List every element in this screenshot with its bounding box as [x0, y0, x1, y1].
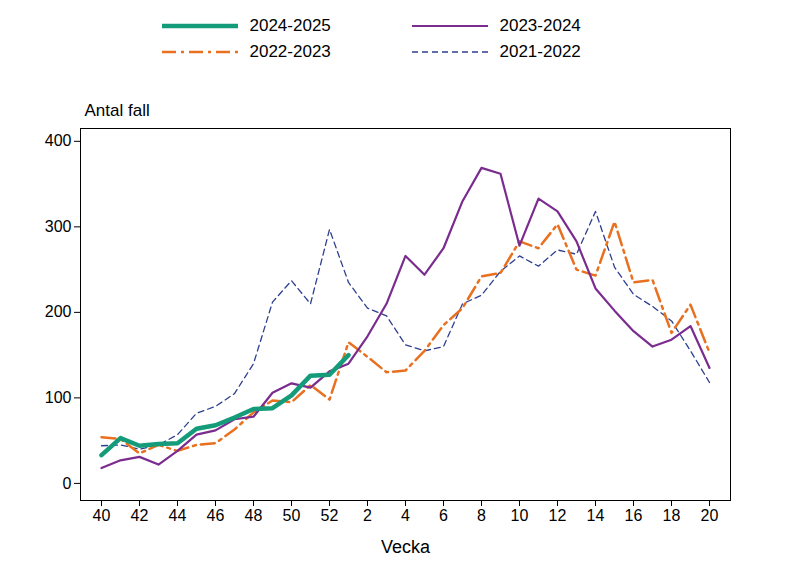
- svg-text:4: 4: [401, 507, 410, 524]
- svg-text:100: 100: [45, 389, 72, 406]
- html-text:2022-2023: 2022-2023: [249, 42, 331, 61]
- svg-text:44: 44: [169, 507, 187, 524]
- svg-text:50: 50: [283, 507, 301, 524]
- svg-text:16: 16: [625, 507, 643, 524]
- svg-text:18: 18: [663, 507, 681, 524]
- svg-text:300: 300: [45, 218, 72, 235]
- svg-text:20: 20: [701, 507, 719, 524]
- html-text:2023-2024: 2023-2024: [499, 16, 581, 35]
- svg-text:6: 6: [439, 507, 448, 524]
- svg-text:2: 2: [363, 507, 372, 524]
- svg-text:12: 12: [549, 507, 567, 524]
- html-text:2024-2025: 2024-2025: [249, 16, 331, 35]
- svg-text:52: 52: [321, 507, 339, 524]
- svg-text:Antal fall: Antal fall: [85, 101, 150, 120]
- svg-text:8: 8: [477, 507, 486, 524]
- html-text:2021-2022: 2021-2022: [499, 42, 581, 61]
- svg-text:14: 14: [587, 507, 605, 524]
- svg-text:200: 200: [45, 303, 72, 320]
- svg-text:46: 46: [207, 507, 225, 524]
- svg-text:42: 42: [131, 507, 149, 524]
- svg-text:0: 0: [63, 475, 72, 492]
- svg-text:400: 400: [45, 132, 72, 149]
- svg-text:40: 40: [93, 507, 111, 524]
- svg-text:Vecka: Vecka: [381, 537, 431, 557]
- svg-text:48: 48: [245, 507, 263, 524]
- svg-text:10: 10: [511, 507, 529, 524]
